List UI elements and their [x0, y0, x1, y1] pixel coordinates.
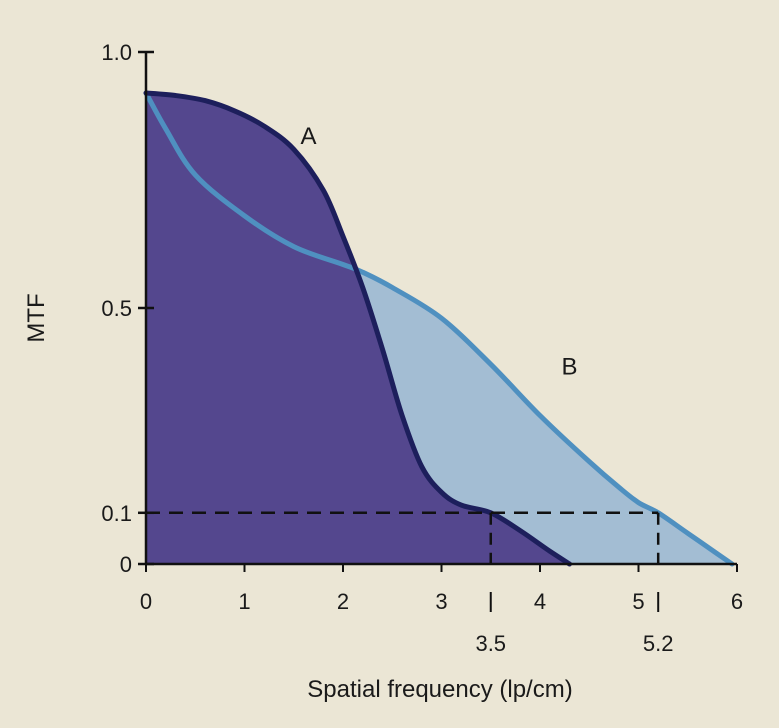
axes	[138, 50, 738, 572]
y-tick-label: 1.0	[101, 40, 132, 65]
reference-lines	[146, 511, 660, 612]
reference-label: 3.5	[475, 631, 506, 656]
x-tick-label: 0	[140, 589, 152, 614]
tick-labels: A B 3.5 5.2 0 0.1 0.5 1.0 0 1 2 3 4 5 6	[101, 40, 743, 656]
series-areas	[146, 93, 733, 564]
area-a	[146, 93, 570, 564]
y-tick-label: 0.1	[101, 501, 132, 526]
x-tick-label: 5	[632, 589, 644, 614]
y-axis-title: MTF	[23, 293, 50, 342]
y-tick-label: 0	[120, 552, 132, 577]
x-tick-label: 3	[435, 589, 447, 614]
x-tick-label: 2	[337, 589, 349, 614]
series-label-a: A	[301, 123, 317, 150]
series-label-b: B	[562, 354, 578, 381]
x-tick-label: 6	[731, 589, 743, 614]
x-tick-label: 4	[534, 589, 546, 614]
y-tick-label: 0.5	[101, 296, 132, 321]
reference-label: 5.2	[643, 631, 674, 656]
x-axis-title: Spatial frequency (lp/cm)	[307, 676, 572, 703]
x-tick-label: 1	[238, 589, 250, 614]
